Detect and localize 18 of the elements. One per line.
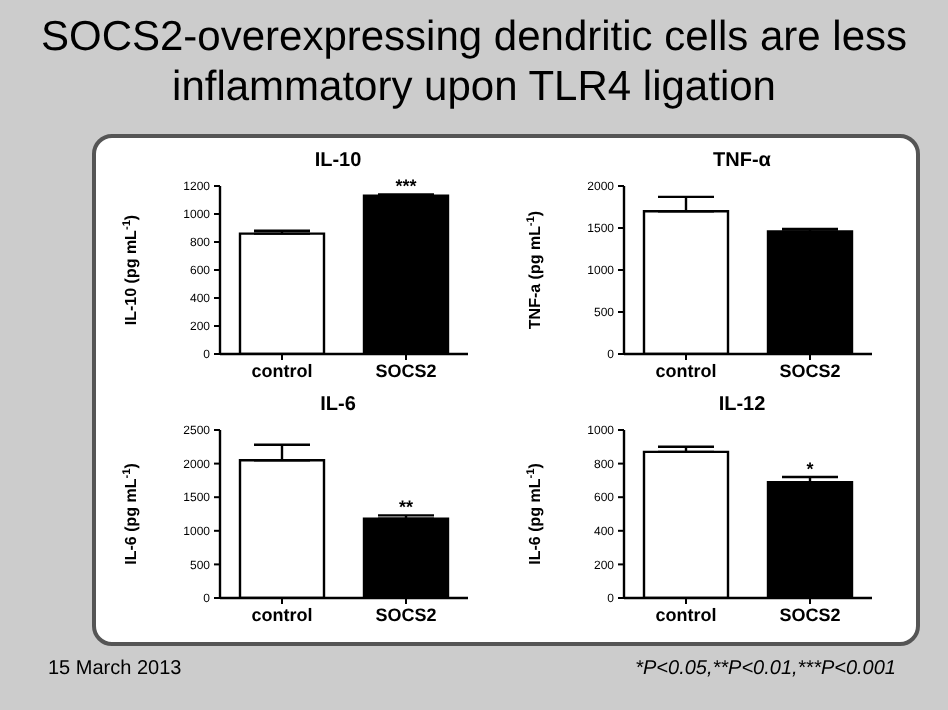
x-tick-label: SOCS2 <box>375 360 437 381</box>
text: *P<0.05,**P<0.01,***P<0.001 <box>635 658 896 680</box>
chart-title: TNF-α <box>711 150 773 174</box>
x-tick-label: control <box>251 360 313 381</box>
x-tick-label: SOCS2 <box>779 360 841 381</box>
x-tick-label: control <box>655 360 717 381</box>
text: SOCS2-overexpressing dendritic cells are less inflammatory upon TLR4 ligation <box>38 12 909 112</box>
annotation: * <box>806 459 815 480</box>
chart-title: IL-12 <box>716 394 768 418</box>
text: 15 March 2013 <box>48 658 182 680</box>
chart-title: IL-6 <box>318 394 358 418</box>
annotation: ** <box>398 497 414 518</box>
x-tick-label: SOCS2 <box>779 604 841 625</box>
chart-title: IL-10 <box>312 150 364 174</box>
annotation: *** <box>395 176 418 197</box>
x-tick-label: SOCS2 <box>375 604 437 625</box>
x-tick-label: control <box>655 604 717 625</box>
x-tick-label: control <box>251 604 313 625</box>
